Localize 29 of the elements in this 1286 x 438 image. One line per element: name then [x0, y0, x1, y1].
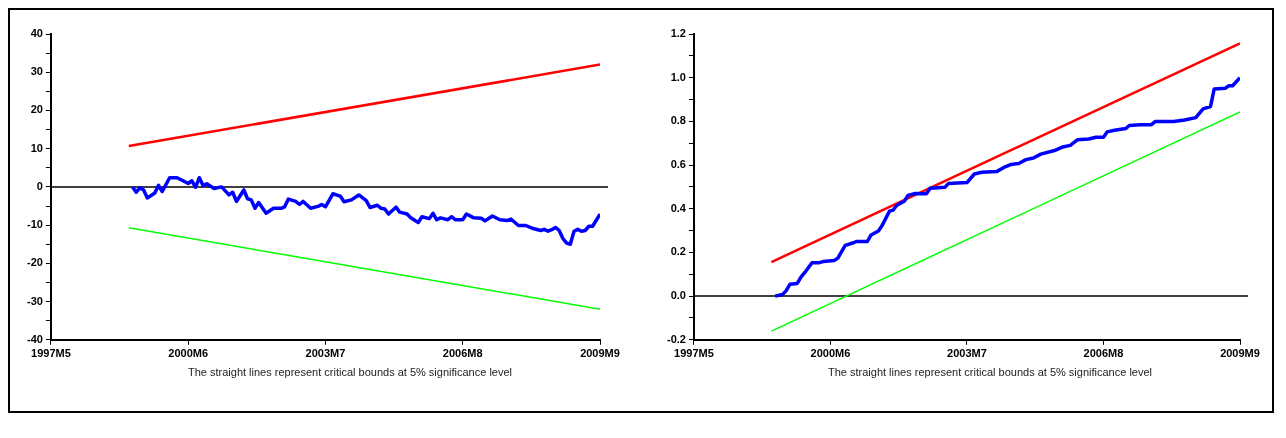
text: The straight lines represent critical bounds at 5% significance level [826, 366, 1154, 378]
y-tick-label: 10 [30, 141, 43, 154]
x-tick-label: 1997M5 [674, 347, 714, 360]
x-tick-label: 1997M5 [31, 347, 71, 360]
x-tick-label: 2003M7 [305, 347, 346, 360]
y-tick-label: 20 [30, 103, 43, 116]
text: The straight lines represent critical bounds at 5% significance level [186, 366, 514, 378]
y-tick-label: 0.2 [670, 245, 686, 258]
y-tick-label: 30 [30, 65, 43, 78]
x-tick-label: 2009M9 [1220, 347, 1260, 360]
y-tick-label: 0.0 [670, 289, 686, 302]
x-tick-label: 2006M8 [1083, 347, 1124, 360]
y-tick-label: -40 [26, 332, 43, 345]
x-tick-label: 2009M9 [580, 347, 620, 360]
x-tick-label: 2003M7 [947, 347, 987, 360]
y-tick-label: 40 [30, 27, 43, 40]
y-tick-label: 0.6 [670, 158, 686, 171]
y-tick-label: 0.4 [670, 201, 687, 214]
y-tick-label: -20 [26, 256, 43, 269]
y-tick-label: -0.2 [666, 332, 686, 345]
y-tick-label: 0.8 [670, 114, 686, 127]
y-tick-label: 1.2 [670, 27, 686, 40]
x-tick-label: 2006M8 [442, 347, 483, 360]
y-tick-label: 0 [36, 179, 43, 192]
y-tick-label: -10 [26, 218, 43, 231]
y-tick-label: 1.0 [670, 70, 686, 83]
y-tick-label: -30 [26, 294, 43, 307]
x-tick-label: 2000M6 [168, 347, 209, 360]
x-tick-label: 2000M6 [810, 347, 851, 360]
